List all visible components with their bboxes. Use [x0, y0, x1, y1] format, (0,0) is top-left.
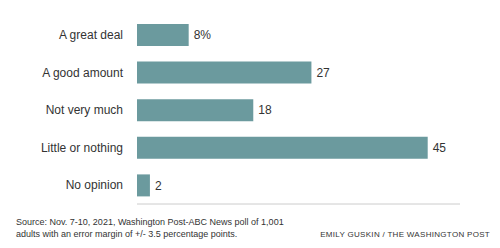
- svg-text:45: 45: [433, 141, 447, 155]
- svg-text:27: 27: [316, 66, 330, 80]
- svg-text:No opinion: No opinion: [66, 178, 123, 192]
- svg-text:18: 18: [258, 103, 272, 117]
- svg-text:2: 2: [155, 179, 162, 193]
- svg-text:A great deal: A great deal: [59, 28, 123, 42]
- svg-text:Not very much: Not very much: [46, 103, 123, 117]
- svg-text:A good amount: A good amount: [42, 66, 123, 80]
- html-text:Source: Nov. 7-10, 2021, Washi: Source: Nov. 7-10, 2021, Washington Post…: [16, 217, 284, 239]
- svg-text:8%: 8%: [194, 28, 212, 42]
- svg-text:Little or nothing: Little or nothing: [41, 141, 123, 155]
- html-text:EMILY GUSKIN / THE WASHINGTON: EMILY GUSKIN / THE WASHINGTON POST: [320, 230, 490, 239]
